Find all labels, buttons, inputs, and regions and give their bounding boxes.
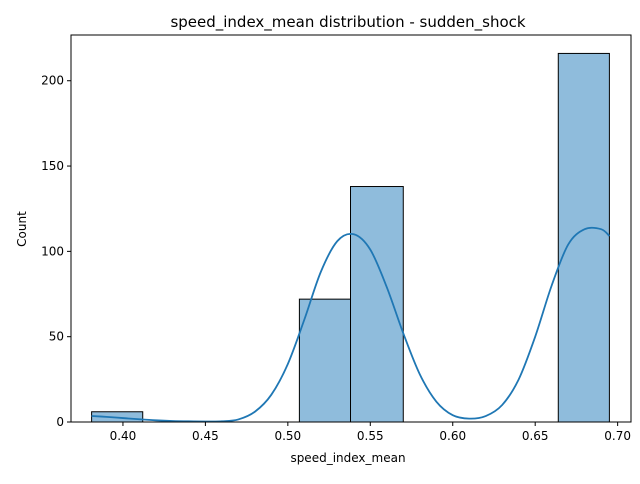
y-tick-label: 50 xyxy=(49,330,64,344)
histogram-bar-2 xyxy=(298,298,352,423)
bars-layer xyxy=(91,52,610,423)
x-tick-label: 0.45 xyxy=(192,429,219,443)
y-tick-label: 200 xyxy=(41,74,64,88)
y-axis-label: Count xyxy=(15,211,29,247)
x-tick-label: 0.50 xyxy=(274,429,301,443)
y-tick-label: 0 xyxy=(56,415,64,429)
x-tick-label: 0.60 xyxy=(439,429,466,443)
x-tick-label: 0.65 xyxy=(522,429,549,443)
chart-title: speed_index_mean distribution - sudden_s… xyxy=(170,13,525,32)
x-tick-label: 0.55 xyxy=(357,429,384,443)
y-tick-label: 100 xyxy=(41,244,64,258)
axes-frame xyxy=(70,34,632,423)
y-tick-label: 150 xyxy=(41,159,64,173)
histogram-bar-3 xyxy=(350,186,404,423)
axes-layer: 0.40 0.45 0.50 0.55 0.60 0.65 0.70 0 50 100 150 200 xyxy=(41,34,632,443)
kde-line xyxy=(91,226,611,423)
kde-layer xyxy=(91,226,611,423)
x-tick-label: 0.40 xyxy=(110,429,137,443)
x-axis-label: speed_index_mean xyxy=(290,451,405,465)
histogram-bar-4 xyxy=(557,52,610,423)
x-tick-label: 0.70 xyxy=(604,429,631,443)
